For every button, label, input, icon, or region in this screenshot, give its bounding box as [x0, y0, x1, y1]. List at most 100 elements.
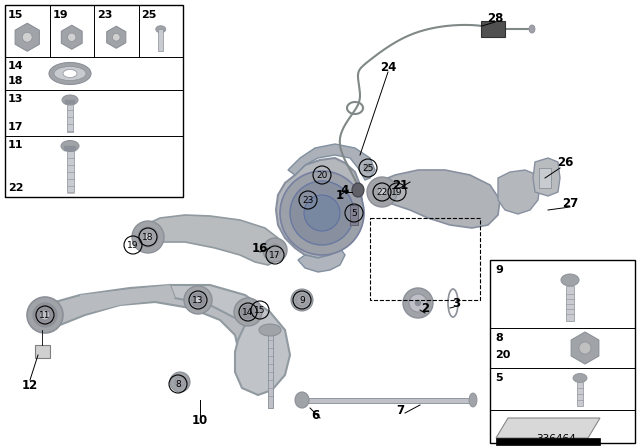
Text: 10: 10 — [192, 414, 208, 426]
FancyBboxPatch shape — [577, 382, 583, 406]
Text: 23: 23 — [97, 10, 113, 20]
Text: 13: 13 — [192, 296, 204, 305]
Ellipse shape — [529, 25, 535, 33]
Text: 15: 15 — [254, 306, 266, 314]
Text: 24: 24 — [380, 60, 396, 73]
FancyBboxPatch shape — [539, 168, 551, 188]
Text: 16: 16 — [252, 241, 268, 254]
Text: 5: 5 — [351, 208, 357, 217]
Ellipse shape — [364, 164, 372, 172]
FancyBboxPatch shape — [350, 205, 358, 225]
Ellipse shape — [156, 26, 166, 33]
Text: 11: 11 — [39, 310, 51, 319]
Circle shape — [290, 181, 354, 245]
Ellipse shape — [415, 300, 421, 306]
FancyBboxPatch shape — [64, 146, 76, 151]
Circle shape — [68, 33, 76, 42]
Text: 8: 8 — [495, 333, 503, 343]
Circle shape — [195, 297, 201, 303]
Ellipse shape — [561, 274, 579, 286]
Text: 21: 21 — [392, 178, 408, 191]
Text: 13: 13 — [8, 94, 24, 104]
Text: 25: 25 — [362, 164, 374, 172]
Ellipse shape — [296, 294, 308, 306]
Text: 17: 17 — [269, 250, 281, 259]
Ellipse shape — [259, 324, 281, 336]
Text: 12: 12 — [22, 379, 38, 392]
Ellipse shape — [49, 63, 91, 85]
Circle shape — [367, 177, 397, 207]
Circle shape — [175, 377, 185, 387]
Ellipse shape — [63, 69, 77, 78]
Text: 19: 19 — [52, 10, 68, 20]
Text: 1: 1 — [336, 189, 344, 202]
FancyBboxPatch shape — [481, 21, 505, 37]
Text: 11: 11 — [8, 140, 24, 150]
Text: 9: 9 — [495, 265, 503, 275]
Text: 14: 14 — [8, 61, 24, 71]
Circle shape — [373, 183, 391, 201]
Circle shape — [378, 188, 386, 196]
Text: 27: 27 — [562, 197, 578, 210]
Circle shape — [269, 244, 281, 256]
Text: 2: 2 — [421, 302, 429, 314]
Text: 19: 19 — [127, 241, 139, 250]
Ellipse shape — [62, 95, 78, 105]
FancyBboxPatch shape — [67, 151, 74, 192]
Circle shape — [263, 238, 287, 262]
Polygon shape — [61, 25, 82, 49]
Circle shape — [144, 233, 152, 241]
Text: 20: 20 — [495, 350, 510, 360]
Circle shape — [241, 305, 255, 319]
FancyBboxPatch shape — [268, 328, 273, 408]
Text: 4: 4 — [341, 184, 349, 197]
Circle shape — [170, 372, 190, 392]
Ellipse shape — [61, 141, 79, 151]
Polygon shape — [170, 285, 290, 395]
Circle shape — [132, 221, 164, 253]
Polygon shape — [80, 285, 175, 315]
Text: 9: 9 — [299, 296, 305, 305]
Ellipse shape — [54, 66, 86, 81]
Ellipse shape — [409, 294, 427, 312]
FancyBboxPatch shape — [158, 29, 163, 51]
Polygon shape — [498, 170, 540, 214]
Polygon shape — [298, 248, 345, 272]
Text: 17: 17 — [8, 122, 24, 132]
FancyBboxPatch shape — [300, 398, 475, 403]
Text: 22: 22 — [8, 183, 24, 193]
Text: 25: 25 — [141, 10, 157, 20]
FancyBboxPatch shape — [67, 104, 73, 132]
Polygon shape — [533, 158, 560, 196]
Polygon shape — [40, 285, 278, 362]
Text: 8: 8 — [175, 379, 181, 388]
Ellipse shape — [291, 289, 313, 311]
Polygon shape — [138, 215, 282, 265]
Circle shape — [579, 342, 591, 354]
Circle shape — [304, 195, 340, 231]
Circle shape — [138, 227, 158, 247]
Text: 26: 26 — [557, 155, 573, 168]
Polygon shape — [276, 158, 362, 258]
Polygon shape — [496, 418, 600, 438]
Ellipse shape — [403, 288, 433, 318]
Text: 18: 18 — [142, 233, 154, 241]
FancyBboxPatch shape — [65, 100, 75, 104]
Text: 18: 18 — [8, 76, 24, 86]
Ellipse shape — [17, 38, 38, 45]
Polygon shape — [571, 332, 599, 364]
Circle shape — [27, 297, 63, 333]
FancyBboxPatch shape — [490, 260, 635, 443]
FancyBboxPatch shape — [566, 286, 574, 321]
Circle shape — [191, 293, 205, 307]
Text: 15: 15 — [8, 10, 24, 20]
Text: 3: 3 — [452, 297, 460, 310]
Circle shape — [113, 34, 120, 41]
Polygon shape — [288, 144, 375, 180]
Polygon shape — [35, 345, 50, 358]
Circle shape — [22, 32, 32, 42]
Circle shape — [280, 171, 364, 255]
FancyBboxPatch shape — [496, 438, 600, 445]
Circle shape — [184, 286, 212, 314]
Circle shape — [33, 303, 57, 327]
